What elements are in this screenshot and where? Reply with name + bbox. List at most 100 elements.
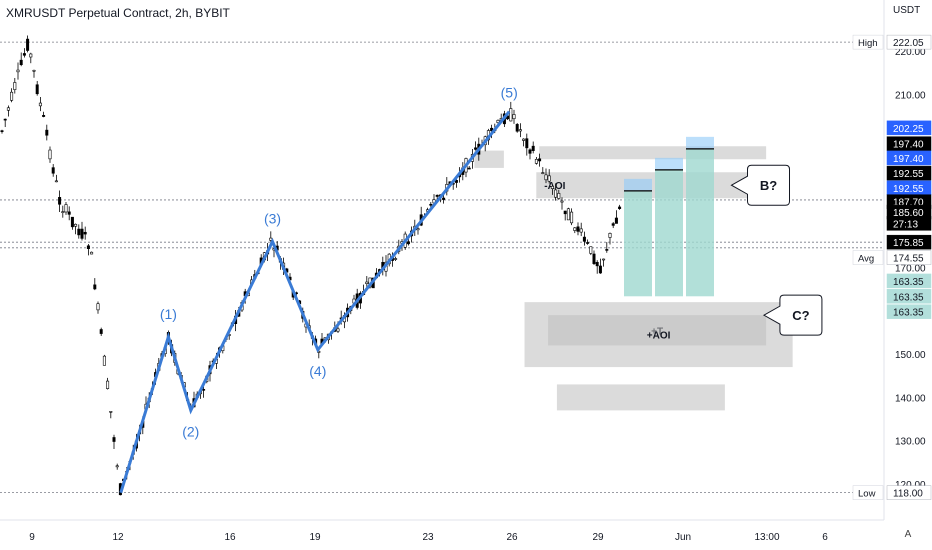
candle-body: [42, 115, 46, 117]
price-tag-0: [886, 34, 932, 50]
price-tag-9: [886, 234, 932, 250]
x-tick-16: 16: [224, 532, 236, 543]
candle-body: [467, 167, 471, 170]
price-tag-13: [886, 304, 932, 319]
price-tag-11: [886, 273, 932, 289]
candle-body: [554, 189, 558, 198]
candle-body: [525, 138, 529, 149]
y-tick-220.00: 220.00: [895, 47, 926, 58]
candle-body: [106, 380, 110, 389]
candle-body: [509, 108, 513, 122]
candle-body: [579, 228, 583, 233]
candle-body: [538, 158, 542, 162]
elliott-wave-line: [119, 110, 511, 494]
candle-body: [576, 226, 580, 232]
candle-body: [512, 114, 516, 120]
candle-body: [586, 242, 590, 244]
zone-box-3: [556, 384, 725, 411]
candle-body: [99, 329, 103, 334]
candle-body: [490, 127, 494, 132]
candle-body: [496, 119, 500, 123]
price-tag-14: [886, 485, 932, 500]
candle-body: [96, 303, 100, 311]
candle-body: [598, 265, 602, 274]
x-tick-26: 26: [506, 532, 518, 543]
candle-body: [589, 246, 593, 254]
candle-body: [16, 69, 20, 73]
callout-text-B?: B?: [760, 178, 777, 193]
candle-body: [618, 206, 622, 209]
candle-body: [64, 204, 68, 213]
candle-body: [3, 118, 7, 121]
candle-body: [394, 258, 398, 260]
candle-body: [6, 107, 10, 111]
candle-body: [365, 281, 369, 284]
callout-C?: [762, 294, 823, 336]
candle-body: [336, 328, 340, 332]
candle-body: [93, 284, 97, 290]
candle-body: [109, 411, 113, 413]
candle-body: [550, 185, 554, 189]
price-tag-name-bg-14: [852, 485, 884, 500]
candle-body: [570, 211, 574, 224]
candle-body: [51, 167, 55, 174]
auto-scale-button[interactable]: A: [904, 529, 912, 540]
price-tag-name-bg-10: [852, 250, 884, 265]
price-tag-value-9: 175.85: [893, 238, 924, 249]
price-tag-value-5: 192.55: [893, 184, 924, 195]
candle-body: [563, 210, 567, 215]
candle-body: [13, 82, 17, 90]
price-tag-value-8: 27:13: [893, 219, 918, 230]
price-tag-name-10: Avg: [858, 254, 874, 265]
price-tag-value-7: 185.60: [893, 208, 924, 219]
currency-label: USDT: [893, 5, 921, 16]
price-tag-value-11: 163.35: [893, 277, 924, 288]
target-cap-2: [686, 136, 714, 149]
x-tick-19: 19: [309, 532, 321, 543]
target-cap-1: [655, 157, 683, 170]
callout-text-C?: C?: [792, 308, 809, 323]
y-tick-170.00: 170.00: [895, 264, 926, 275]
x-tick-9: 9: [29, 532, 35, 543]
price-tag-name-0: High: [858, 38, 878, 49]
zone-box-4: [539, 146, 767, 160]
candle-body: [608, 233, 612, 238]
candle-body: [61, 211, 65, 213]
candle-body: [48, 149, 52, 160]
candle-body: [429, 203, 433, 206]
wave-label-5: (5): [501, 85, 518, 101]
candle-body: [547, 175, 551, 182]
x-tick-13:00: 13:00: [754, 532, 779, 543]
candle-body: [534, 158, 538, 164]
wave-label-3: (3): [264, 211, 281, 227]
candle-body: [566, 208, 570, 221]
candle-body: [557, 193, 561, 199]
x-tick-12: 12: [112, 532, 124, 543]
y-tick-150.00: 150.00: [895, 350, 926, 361]
x-tick-23: 23: [422, 532, 434, 543]
price-tag-10: [886, 250, 932, 265]
candle-body: [0, 130, 4, 132]
candle-body: [86, 245, 90, 250]
candle-body: [115, 465, 119, 468]
wave-label-2: (2): [182, 423, 199, 439]
candle-body: [531, 145, 535, 151]
candle-body: [518, 129, 522, 132]
price-tag-value-6: 187.70: [893, 198, 924, 209]
target-bar-1: [655, 169, 683, 297]
candle-body: [67, 211, 71, 215]
candle-body: [582, 236, 586, 242]
zone-+AOI: [524, 302, 793, 368]
price-tag-12: [886, 289, 932, 304]
candle-body: [544, 174, 548, 181]
candle-body: [416, 228, 420, 231]
candle-body: [602, 258, 606, 261]
candle-body: [45, 129, 49, 136]
price-tag-name-14: Low: [858, 489, 876, 500]
candle-body: [38, 102, 42, 107]
candle-body: [515, 124, 519, 132]
candle-body: [454, 180, 458, 183]
candle-body: [573, 227, 577, 231]
